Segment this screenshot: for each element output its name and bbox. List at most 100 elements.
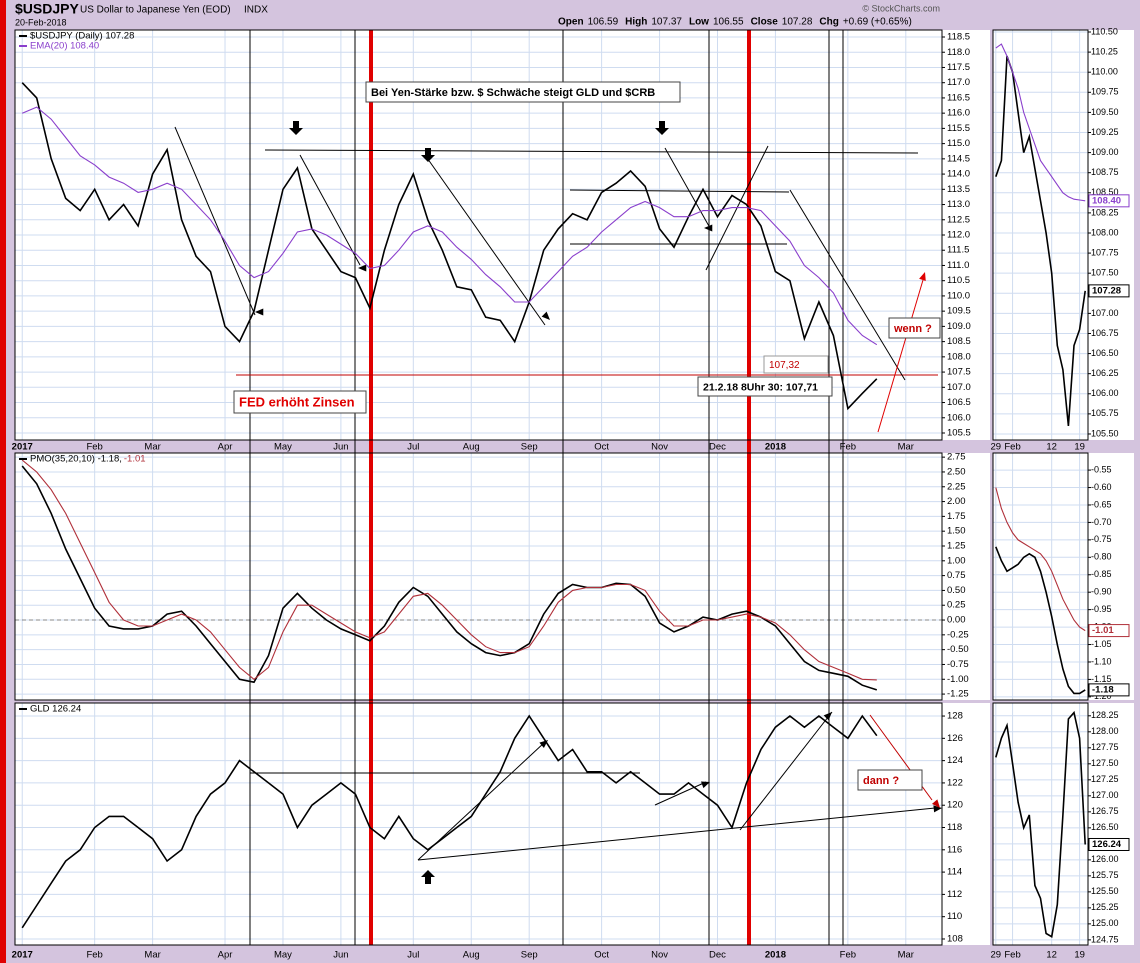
y-tick-label: 127.50 [1091,758,1119,768]
y-tick-label: 106.50 [1091,348,1119,358]
y-tick-label: 109.00 [1091,147,1119,157]
labels: 118.5 118.0 117.5 117.0 116.5 116.0 115.5 115.0… [12,26,1130,961]
panel-border [14,29,943,441]
y-tick-label: 1.50 [947,526,966,537]
y-tick-label: 124 [947,755,963,766]
data-lines [21,43,1086,938]
series-line [995,546,1086,695]
symbol: $USDJPY [15,1,79,17]
x-tick-label: Apr [218,442,233,453]
legend-label: GLD 126.24 [30,704,81,715]
annotation-box [697,376,833,397]
y-tick-label: 108.25 [1091,207,1119,217]
y-tick-label: 107.0 [947,382,971,393]
axis-background [1088,703,1134,945]
y-tick-label: -1.10 [1091,656,1112,666]
y-tick-label: 106.5 [947,397,971,408]
quote-label: Low [689,17,709,28]
y-tick-label: 128.25 [1091,710,1119,720]
y-tick-label: 0.25 [947,600,966,611]
trend-line [664,147,711,229]
panel-border [992,29,1089,441]
last-value-label: -1.18 [1092,684,1114,695]
y-tick-label: 106.75 [1091,328,1119,338]
y-tick-label: 120 [947,800,963,811]
last-value-tag [1088,284,1130,298]
y-tick-label: -1.05 [1091,639,1112,649]
annotation: Bei Yen-Stärke bzw. $ Schwäche steigt GL… [371,87,655,99]
y-tick-label: 116.5 [947,92,970,103]
annotation: 21.2.18 8Uhr 30: 107,71 [703,381,818,393]
annotation-box [233,390,367,414]
y-tick-label: 127.75 [1091,742,1119,752]
trend-line [424,154,546,326]
x-tick-label: Mar [898,442,914,453]
y-tick-label: 110.50 [1091,26,1118,36]
axis-background [942,30,990,440]
series-line [21,714,878,929]
y-tick-label: 114 [947,867,962,878]
pointer-arrow [421,870,435,884]
arrow-head [541,311,550,320]
y-tick-label: 108.0 [947,351,971,362]
x-tick-label: Aug [463,442,480,453]
overlays [174,30,942,945]
y-tick-label: -0.65 [1091,499,1112,509]
y-tick-label: 110.25 [1091,46,1118,56]
y-tick-label: 108.75 [1091,167,1119,177]
y-tick-label: 111.5 [947,245,969,256]
arrow-head [931,799,940,808]
y-tick-label: 125.25 [1091,902,1119,912]
y-tick-label: 2.25 [947,481,966,492]
last-value-tag [1088,624,1130,638]
y-tick-label: 124.75 [1091,934,1119,944]
y-tick-label: 2.50 [947,466,966,477]
x-tick-label: Mar [144,442,160,453]
annotation-box [857,769,923,791]
symbol-name: US Dollar to Japanese Yen (EOD) [80,5,231,16]
x-tick-label: Feb [1004,442,1020,453]
series-line [21,465,878,691]
axis-background [942,453,990,700]
arrow-head [823,712,832,721]
last-value-label: 107.28 [1092,285,1121,296]
left-stripe [0,0,6,963]
y-tick-label: 115.0 [947,138,970,149]
y-tick-label: 118.5 [947,32,970,43]
y-tick-label: 128 [947,711,963,722]
x-tick-label: Feb [840,442,856,453]
y-tick-label: 126.50 [1091,822,1119,832]
x-tick-label: Dec [709,950,726,961]
panel-background [993,30,1088,440]
y-tick-label: 126 [947,733,963,744]
y-tick-label: 112.0 [947,230,970,241]
trend-line [417,807,936,861]
y-tick-label: 110.0 [947,290,970,301]
y-tick-label: -0.60 [1091,482,1112,492]
legend-label: PMO(35,20,10) -1.18, [30,454,122,465]
y-tick-label: -0.95 [1091,604,1112,614]
y-tick-label: 113.0 [947,199,970,210]
y-tick-label: 1.75 [947,511,966,522]
axis-background [1088,453,1134,700]
y-tick-label: 2.75 [947,452,966,463]
panel-border [992,702,1089,946]
x-tick-label: 29 [991,442,1002,453]
y-tick-label: 107.50 [1091,268,1119,278]
y-tick-label: 0.50 [947,585,966,596]
quote-label: High [625,17,647,28]
x-tick-label: 29 [991,950,1002,961]
y-tick-label: 1.25 [947,541,966,552]
x-tick-label: Apr [218,950,233,961]
y-tick-label: -0.50 [947,644,969,655]
panel-background [993,703,1088,945]
exchange: INDX [244,5,268,16]
x-tick-label: Mar [144,950,160,961]
y-tick-label: 106.00 [1091,388,1119,398]
y-tick-label: 125.00 [1091,918,1119,928]
y-tick-label: 1.00 [947,555,966,566]
trend-line [739,711,833,831]
x-tick-label: Oct [594,950,609,961]
last-value-tag [1088,194,1130,208]
